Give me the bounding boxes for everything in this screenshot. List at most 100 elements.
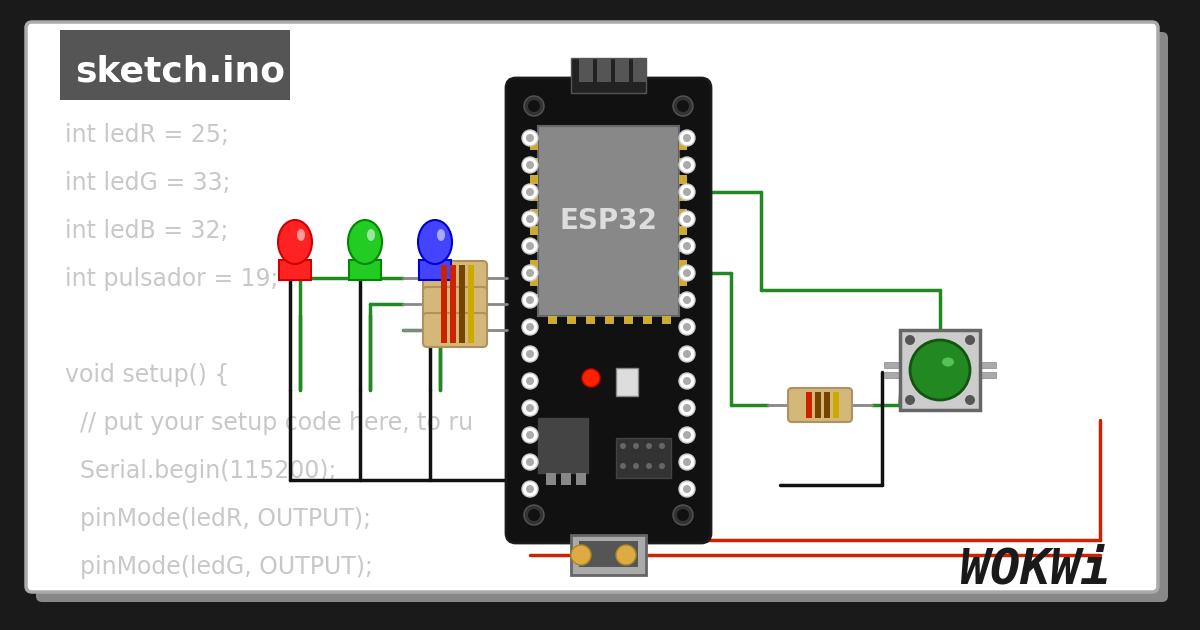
Bar	[450, 265, 456, 291]
Circle shape	[620, 463, 626, 469]
Bar	[978, 372, 996, 378]
Bar	[571, 58, 646, 93]
Circle shape	[683, 188, 691, 196]
Bar	[419, 260, 451, 280]
Circle shape	[522, 400, 538, 416]
Circle shape	[673, 505, 694, 525]
Circle shape	[679, 373, 695, 389]
Circle shape	[679, 157, 695, 173]
Circle shape	[526, 377, 534, 385]
Bar	[884, 362, 902, 368]
Circle shape	[910, 340, 970, 400]
Circle shape	[683, 458, 691, 466]
FancyBboxPatch shape	[424, 313, 487, 347]
Bar	[679, 158, 686, 167]
Circle shape	[683, 431, 691, 439]
Text: ESP32: ESP32	[559, 207, 658, 235]
Circle shape	[522, 184, 538, 200]
Ellipse shape	[367, 229, 374, 241]
Circle shape	[526, 296, 534, 304]
Circle shape	[571, 545, 592, 565]
Bar	[458, 317, 466, 343]
Bar	[442, 317, 446, 343]
Circle shape	[679, 130, 695, 146]
Circle shape	[634, 463, 640, 469]
Bar	[616, 368, 638, 396]
Bar	[679, 141, 686, 150]
Bar	[679, 175, 686, 184]
Ellipse shape	[418, 220, 452, 264]
Text: WOKWi: WOKWi	[960, 546, 1111, 594]
Circle shape	[683, 377, 691, 385]
Ellipse shape	[942, 357, 954, 367]
Bar	[616, 438, 671, 478]
Bar	[530, 192, 538, 201]
Circle shape	[526, 350, 534, 358]
Text: Serial.begin(115200);: Serial.begin(115200);	[65, 459, 336, 483]
Bar	[60, 30, 290, 100]
Bar	[662, 316, 671, 324]
Circle shape	[522, 130, 538, 146]
Circle shape	[677, 100, 689, 112]
Circle shape	[526, 188, 534, 196]
Bar	[833, 392, 839, 418]
Circle shape	[522, 157, 538, 173]
Circle shape	[522, 373, 538, 389]
Bar	[530, 226, 538, 235]
Bar	[580, 58, 593, 82]
Bar	[900, 330, 980, 410]
Circle shape	[683, 485, 691, 493]
Bar	[679, 277, 686, 286]
Circle shape	[905, 395, 916, 405]
Bar	[824, 392, 830, 418]
Circle shape	[965, 335, 974, 345]
Circle shape	[679, 319, 695, 335]
Circle shape	[679, 346, 695, 362]
Text: int ledR = 25;: int ledR = 25;	[65, 123, 229, 147]
Bar	[643, 316, 652, 324]
Circle shape	[679, 211, 695, 227]
Circle shape	[528, 509, 540, 521]
Circle shape	[526, 134, 534, 142]
Ellipse shape	[348, 220, 382, 264]
Circle shape	[673, 96, 694, 116]
Text: pinMode(ledG, OUTPUT);: pinMode(ledG, OUTPUT);	[65, 555, 373, 579]
Bar	[679, 294, 686, 303]
Circle shape	[679, 238, 695, 254]
Circle shape	[522, 481, 538, 497]
Bar	[530, 260, 538, 269]
Bar	[884, 372, 902, 378]
Circle shape	[683, 215, 691, 223]
Circle shape	[526, 485, 534, 493]
Bar	[571, 535, 646, 575]
Bar	[562, 473, 571, 485]
Circle shape	[528, 100, 540, 112]
Bar	[442, 265, 446, 291]
Circle shape	[526, 242, 534, 250]
Circle shape	[679, 265, 695, 281]
Circle shape	[524, 505, 544, 525]
Bar	[442, 291, 446, 317]
Bar	[530, 294, 538, 303]
Circle shape	[679, 292, 695, 308]
Bar	[530, 175, 538, 184]
Circle shape	[522, 238, 538, 254]
Circle shape	[526, 323, 534, 331]
Circle shape	[526, 458, 534, 466]
Circle shape	[526, 269, 534, 277]
FancyBboxPatch shape	[506, 78, 710, 543]
Bar	[458, 265, 466, 291]
Bar	[349, 260, 382, 280]
Text: int ledB = 32;: int ledB = 32;	[65, 219, 228, 243]
Circle shape	[620, 443, 626, 449]
Bar	[806, 392, 812, 418]
FancyBboxPatch shape	[424, 287, 487, 321]
Circle shape	[683, 404, 691, 412]
Circle shape	[679, 184, 695, 200]
Circle shape	[965, 395, 974, 405]
Bar	[538, 126, 679, 316]
Text: int pulsador = 19;: int pulsador = 19;	[65, 267, 278, 291]
Bar	[458, 291, 466, 317]
Bar	[598, 58, 611, 82]
Circle shape	[524, 96, 544, 116]
